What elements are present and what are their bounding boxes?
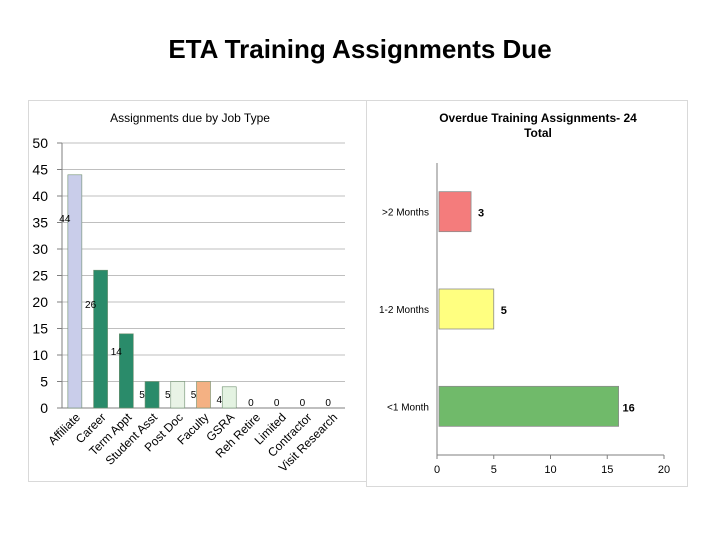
x-tick-label: 10 [544,464,556,476]
bar-data-label: 0 [274,398,280,409]
bar-data-label: 0 [248,398,254,409]
y-category-label: <1 Month [387,402,429,413]
y-tick-label: 25 [32,268,48,284]
y-tick-label: 15 [32,321,48,337]
x-tick-label: 0 [434,464,440,476]
x-tick-label: 15 [601,464,613,476]
left-chart-title: Assignments due by Job Type [110,111,270,125]
bar [438,191,472,233]
bar-data-label: 3 [478,208,484,220]
x-tick-label: 20 [658,464,670,476]
y-tick-label: 45 [32,162,48,178]
y-tick-label: 30 [32,241,48,257]
y-tick-label: 10 [32,347,48,363]
bar-data-label: 5 [139,390,145,401]
bar [93,269,108,409]
bar-data-label: 16 [622,402,634,414]
y-tick-label: 40 [32,188,48,204]
y-tick-label: 5 [40,374,48,390]
y-tick-label: 0 [40,400,48,416]
y-tick-label: 50 [32,135,48,151]
right-chart-title: Total [524,126,552,140]
slide-title: ETA Training Assignments Due [168,34,552,64]
bar [438,385,620,427]
bar [170,381,186,409]
bar-data-label: 5 [165,390,171,401]
y-tick-label: 35 [32,215,48,231]
right-chart-title: Overdue Training Assignments- 24 [439,111,637,125]
job-type-chart-panel [28,100,372,482]
bar [438,288,495,330]
bar-data-label: 0 [325,398,331,409]
bar-data-label: 14 [111,347,123,358]
bar [67,174,83,409]
bar [196,381,211,409]
bar-data-label: 4 [216,395,222,406]
bar-data-label: 0 [300,398,306,409]
bar-data-label: 44 [59,214,71,225]
bar-data-label: 5 [191,390,197,401]
bar [119,333,134,409]
y-tick-label: 20 [32,294,48,310]
bar-data-label: 5 [501,305,507,317]
y-category-label: >2 Months [382,208,429,219]
y-category-label: 1-2 Months [379,305,429,316]
bar [221,386,237,409]
bar [144,381,160,409]
bar-data-label: 26 [85,300,97,311]
x-tick-label: 5 [491,464,497,476]
